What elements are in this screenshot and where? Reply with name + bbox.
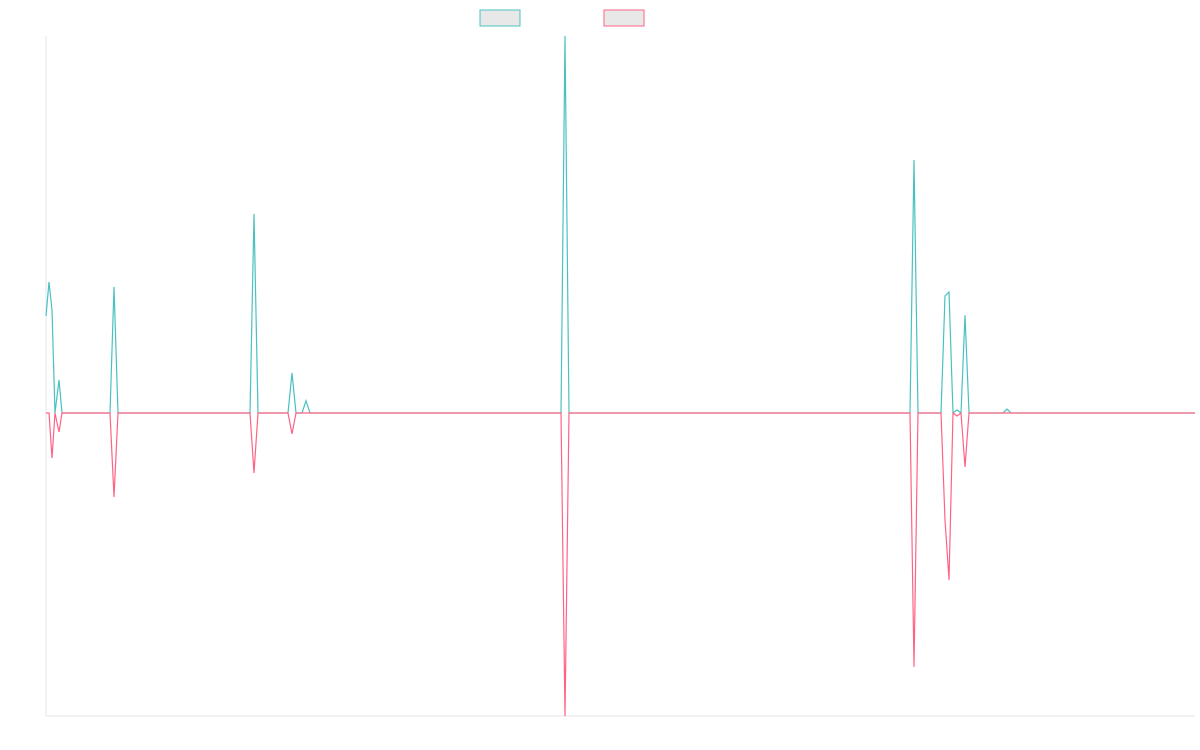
series-line — [46, 411, 1195, 717]
legend-swatch[interactable] — [479, 9, 521, 27]
legend-swatch[interactable] — [603, 9, 645, 27]
series-line — [45, 35, 1195, 415]
